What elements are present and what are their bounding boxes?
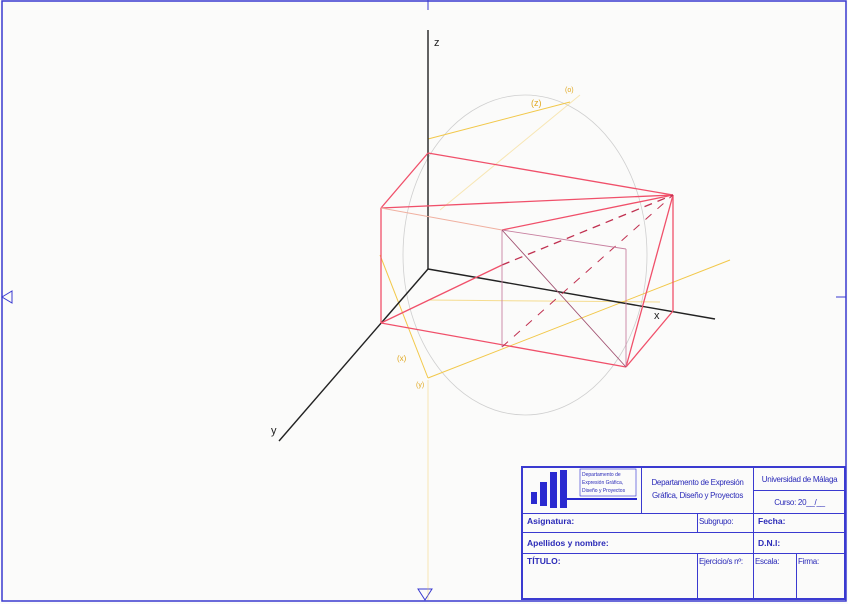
construction-lines [379, 94, 731, 600]
o-projection-label: (o) [565, 87, 574, 94]
logo-text-line: Departamento de [582, 472, 621, 478]
department-line: Gráfica, Diseño y Proyectos [651, 491, 744, 500]
university-name: Universidad de Málaga [754, 468, 846, 491]
name-field[interactable]: Apellidos y nombre: [523, 533, 754, 554]
y-projection-label: (y) [416, 382, 424, 389]
z-projection-label: (z) [531, 98, 542, 108]
hidden-figure [380, 207, 627, 368]
title-block: Departamento de Expresión Gráfica, Diseñ… [521, 466, 846, 600]
y-axis-label: y [271, 425, 277, 437]
axes [278, 30, 716, 442]
z-axis-label: z [434, 37, 440, 49]
solid-figure [380, 152, 674, 368]
exercise-field[interactable]: Ejercicio/s nº: [698, 554, 754, 600]
subject-field[interactable]: Asignatura: [523, 514, 698, 533]
construction-circle [402, 94, 648, 416]
scale-field[interactable]: Escala: [754, 554, 797, 600]
x-axis-label: x [654, 310, 660, 322]
logo: Departamento de Expresión Gráfica, Diseñ… [523, 468, 642, 514]
logo-text-line: Expresión Gráfica, [582, 480, 624, 486]
subgroup-field[interactable]: Subgrupo: [698, 514, 754, 533]
left-center-mark [1, 290, 13, 304]
course-field: Curso: 20__/__ [754, 491, 846, 514]
id-field[interactable]: D.N.I: [754, 533, 846, 554]
title-field[interactable]: TÍTULO: [523, 554, 698, 600]
date-field[interactable]: Fecha: [754, 514, 846, 533]
y-axis [278, 268, 429, 442]
logo-text-line: Diseño y Proyectos [582, 488, 626, 494]
bottom-center-mark [417, 588, 433, 601]
department-cell: Departamento de Expresión Gráfica, Diseñ… [642, 468, 754, 514]
signature-field[interactable]: Firma: [798, 557, 819, 566]
x-projection-label: (x) [397, 354, 407, 363]
department-line: Departamento de Expresión [651, 478, 744, 487]
logo-bars-icon [531, 468, 637, 508]
